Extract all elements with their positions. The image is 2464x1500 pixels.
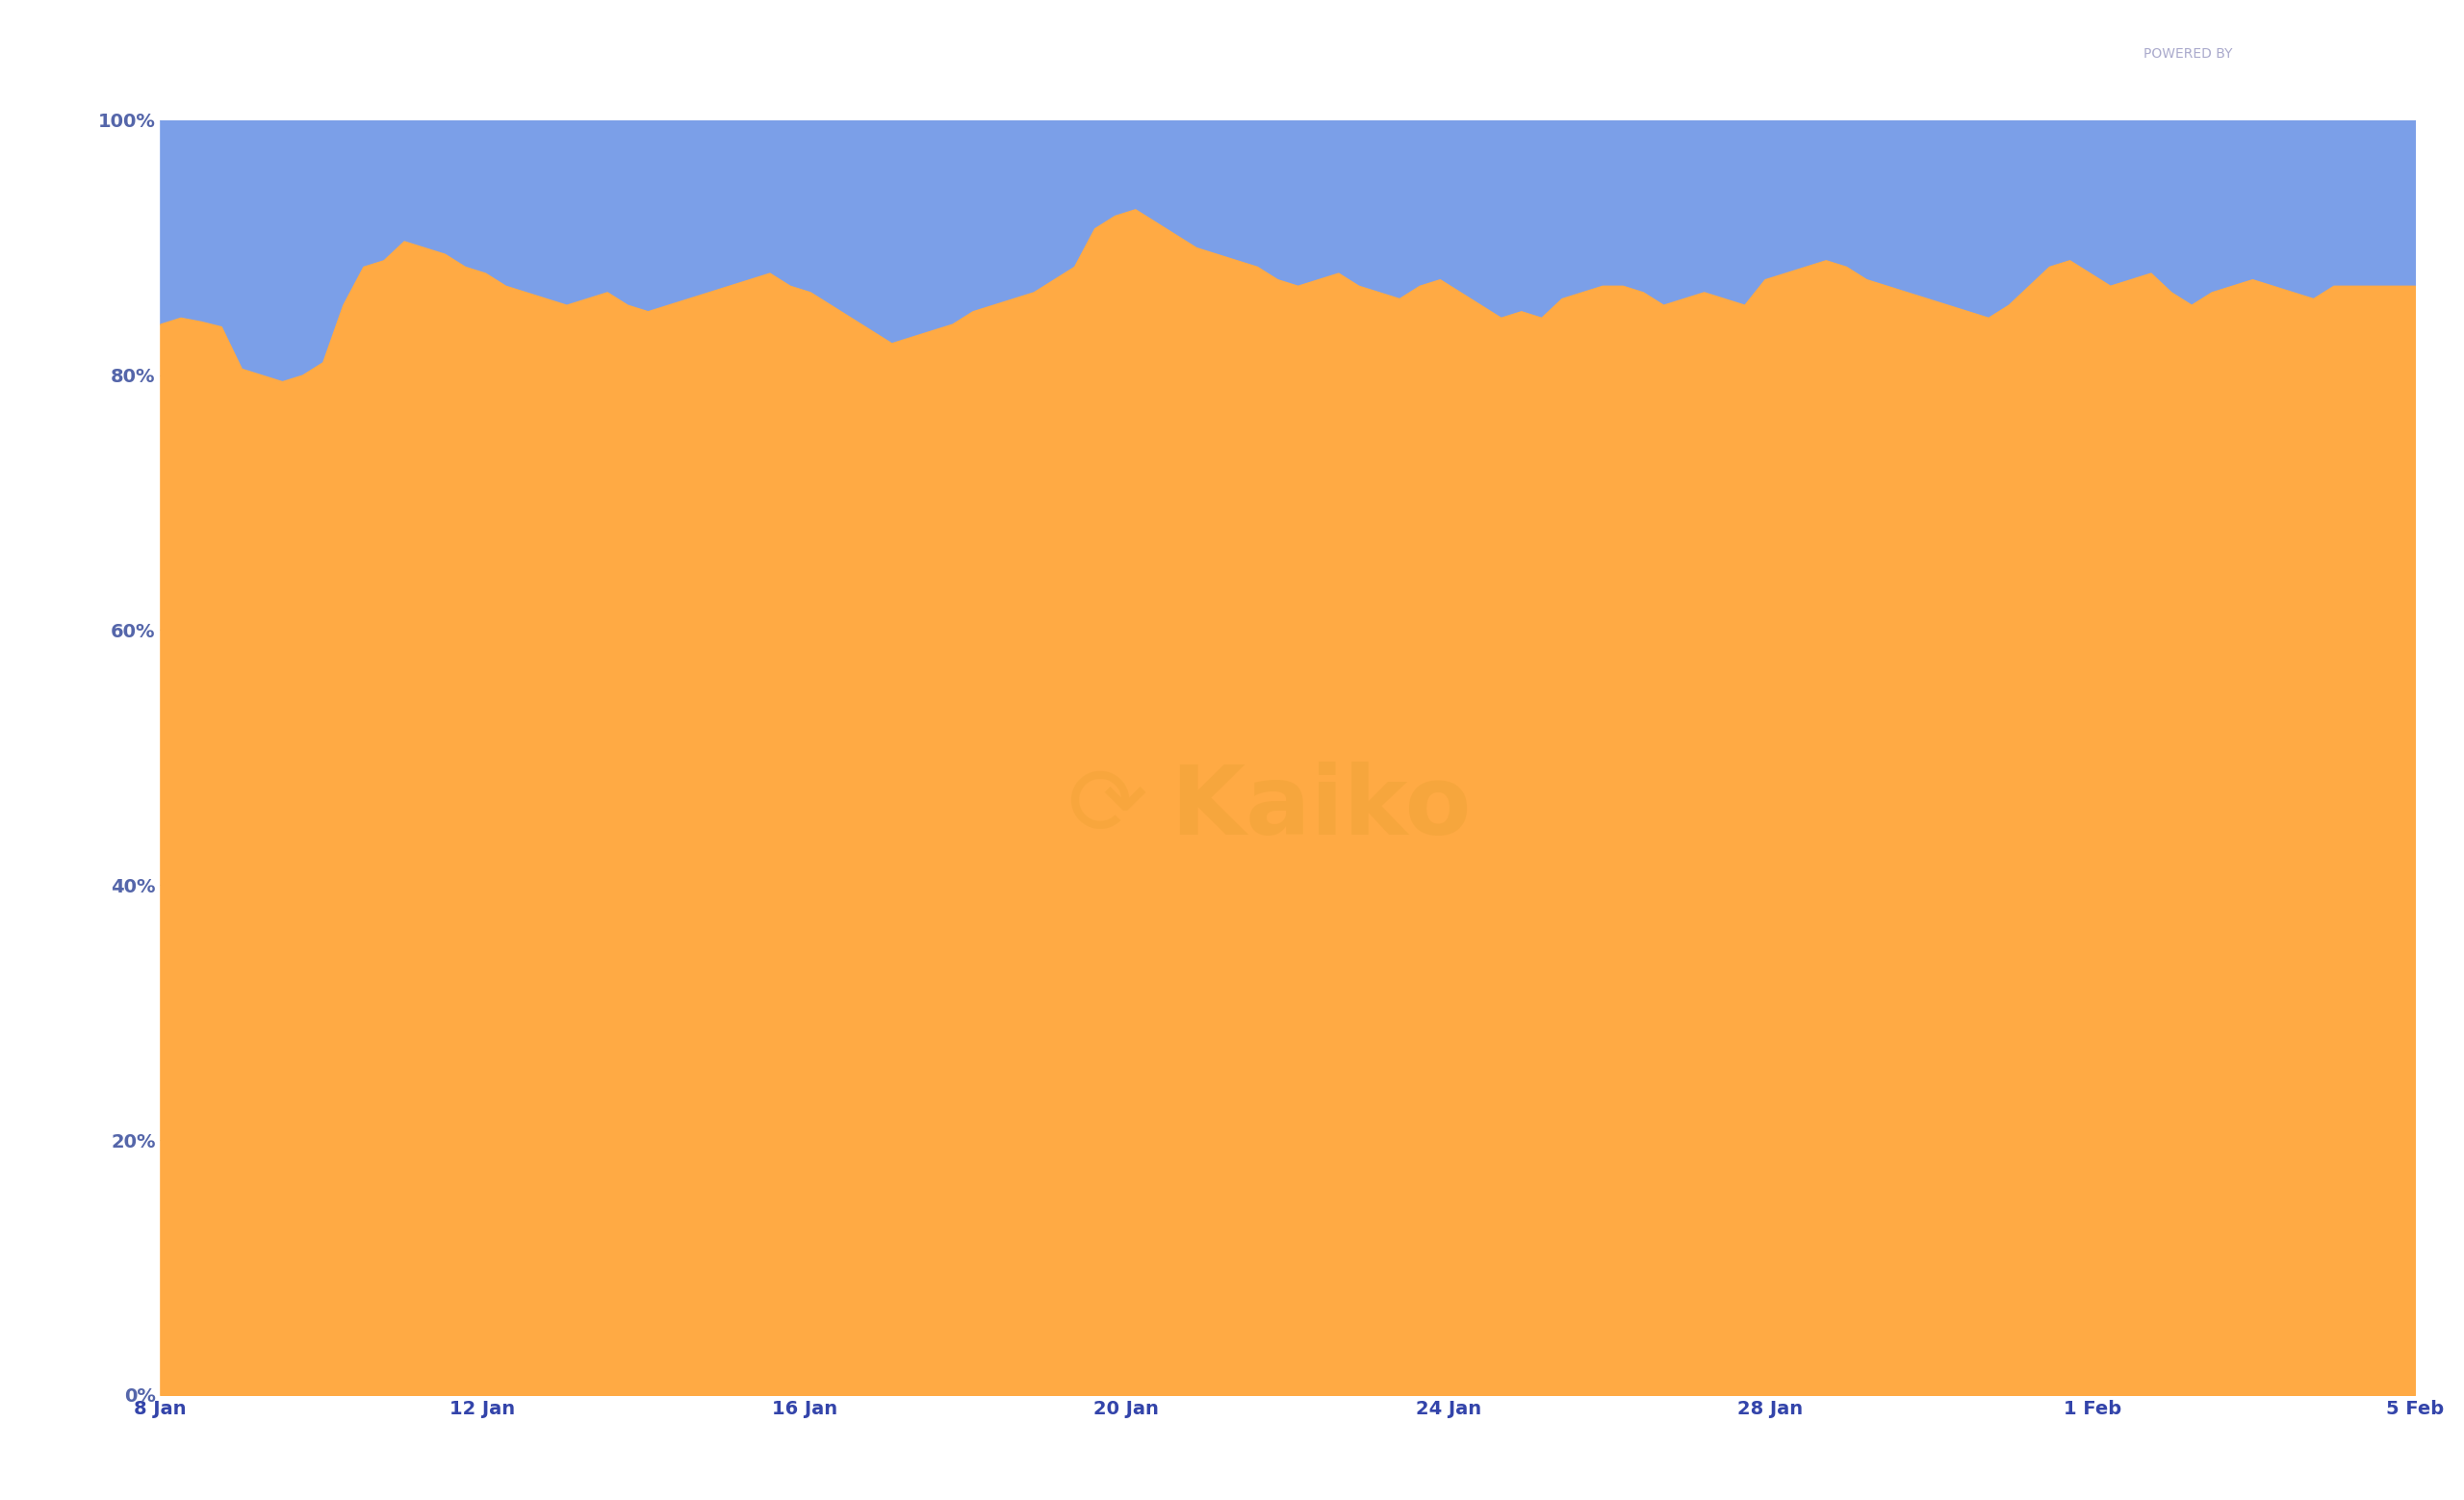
Text: Kaiko: Kaiko — [1104, 762, 1471, 855]
Text: Bitcoin U.S. vs. Global Market Share of Volume (%): Bitcoin U.S. vs. Global Market Share of … — [37, 54, 727, 76]
Text: Kaiko: Kaiko — [2304, 45, 2365, 63]
Text: POWERED BY: POWERED BY — [2144, 48, 2232, 60]
Text: ⟳: ⟳ — [1067, 762, 1148, 855]
